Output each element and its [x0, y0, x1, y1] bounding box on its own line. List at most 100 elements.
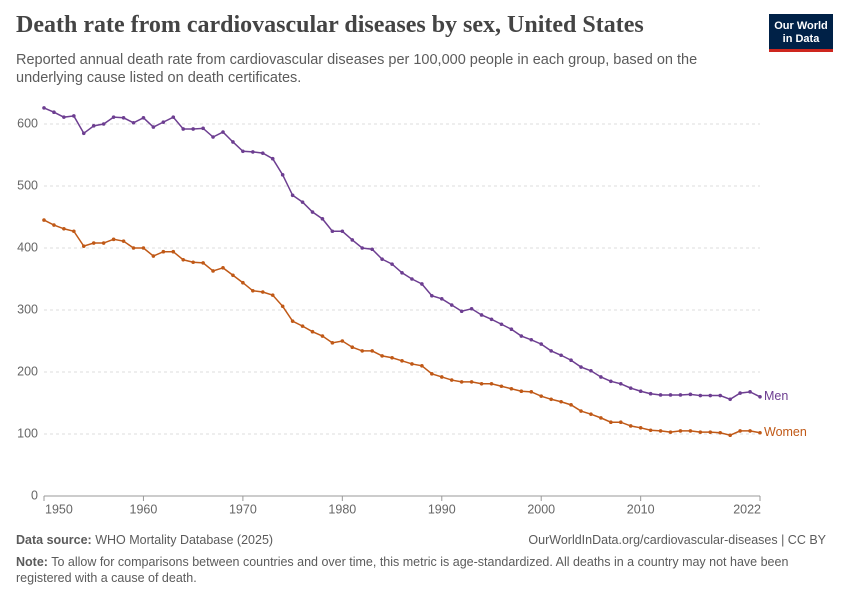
point — [141, 116, 146, 120]
point — [708, 393, 713, 398]
y-tick-label: 100 — [17, 426, 38, 440]
point — [241, 149, 245, 154]
point — [270, 156, 275, 161]
point — [121, 116, 126, 120]
y-tick-label: 600 — [17, 116, 38, 130]
point — [350, 345, 355, 350]
point — [499, 322, 504, 327]
note: Note: To allow for comparisons between c… — [16, 554, 816, 586]
series-label: Women — [764, 425, 807, 439]
point — [72, 114, 76, 118]
chart-title: Death rate from cardiovascular diseases … — [16, 12, 644, 38]
x-tick-label: 2000 — [527, 502, 555, 516]
point — [439, 375, 444, 379]
point — [758, 395, 762, 399]
point — [211, 269, 215, 273]
point — [559, 353, 563, 358]
url[interactable]: OurWorldInData.org/cardiovascular-diseas… — [528, 533, 826, 547]
point — [410, 362, 414, 366]
point — [42, 218, 46, 222]
logo-line: Our World — [774, 20, 828, 32]
chart: 0 100 200 300 400 500 600 1950 1960 1970 1980 1990 2… — [17, 106, 807, 516]
point — [579, 409, 583, 413]
point — [231, 140, 235, 144]
point — [628, 424, 633, 428]
point — [738, 391, 742, 395]
point — [360, 246, 365, 250]
x-tick-label: 2010 — [627, 502, 655, 516]
y-tick-label: 0 — [31, 488, 38, 502]
point — [390, 355, 394, 360]
point — [310, 210, 315, 214]
point — [479, 313, 484, 317]
x-tick-label: 1980 — [328, 502, 356, 516]
point — [648, 391, 653, 396]
point — [340, 229, 345, 234]
point — [559, 399, 563, 404]
point — [479, 381, 484, 386]
point — [231, 273, 235, 278]
point — [141, 246, 146, 250]
point — [668, 430, 673, 434]
point — [191, 127, 195, 131]
point — [42, 106, 46, 110]
point — [181, 257, 186, 262]
point — [290, 193, 295, 198]
logo[interactable]: Our World in Data — [769, 14, 833, 52]
point — [618, 420, 623, 425]
point — [111, 237, 116, 242]
source-label: Data source: — [16, 533, 92, 547]
point — [549, 349, 553, 353]
point — [449, 303, 454, 307]
point — [151, 125, 156, 129]
point — [489, 381, 494, 386]
point — [201, 261, 205, 265]
point — [539, 394, 544, 398]
point — [400, 359, 404, 363]
point — [201, 126, 205, 131]
point — [579, 365, 583, 369]
point — [380, 354, 384, 358]
note-text: To allow for comparisons between countri… — [16, 555, 789, 585]
point — [638, 389, 643, 394]
point — [529, 337, 534, 342]
point — [718, 430, 723, 435]
point — [320, 217, 325, 221]
point — [280, 173, 285, 177]
point — [728, 433, 732, 438]
point — [748, 429, 752, 433]
y-tick-label: 400 — [17, 240, 38, 254]
point — [519, 334, 524, 338]
point — [111, 115, 116, 119]
point — [609, 420, 613, 425]
point — [290, 319, 295, 323]
point — [499, 384, 504, 389]
point — [718, 393, 723, 398]
point — [91, 241, 96, 245]
point — [688, 429, 693, 433]
point — [310, 329, 315, 334]
point — [688, 392, 693, 397]
point — [439, 297, 444, 301]
point — [52, 223, 56, 227]
point — [509, 386, 514, 391]
point — [569, 403, 573, 407]
point — [81, 131, 86, 136]
point — [569, 358, 573, 363]
point — [589, 368, 593, 373]
point — [459, 380, 464, 384]
source-text: WHO Mortality Database (2025) — [95, 533, 274, 547]
point — [340, 339, 345, 343]
point — [131, 246, 136, 250]
point — [62, 226, 66, 231]
point — [469, 306, 474, 311]
point — [121, 239, 126, 243]
note-label: Note: — [16, 555, 48, 569]
point — [658, 393, 663, 397]
point — [91, 124, 96, 128]
point — [738, 429, 742, 433]
point — [360, 349, 365, 353]
point — [609, 379, 613, 384]
x-tick-label: 1970 — [229, 502, 257, 516]
